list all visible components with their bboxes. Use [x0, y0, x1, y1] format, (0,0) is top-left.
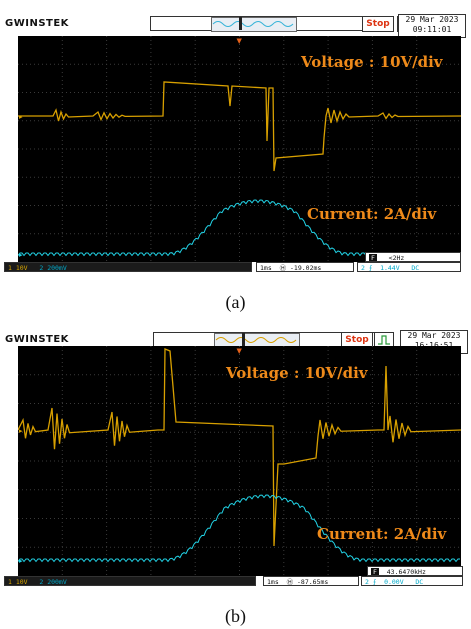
figure-caption: (b)	[225, 606, 246, 626]
ch1-marker: ▸	[19, 427, 23, 435]
current-label: Current: 2A/div	[307, 205, 437, 223]
current-label: Current: 2A/div	[317, 525, 447, 543]
trigger-delay: -87.65ms	[297, 578, 329, 586]
time-text: 09:11:01	[412, 25, 452, 34]
current-trace	[18, 494, 460, 563]
trigger-edge-icon: ⨍	[372, 578, 377, 586]
scope-panel-b: GWINSTEK Stop 29 Mar 2023 16:16:51 ▸▸▼ V…	[0, 320, 471, 629]
f-icon: F	[371, 568, 379, 576]
voltage-trace	[18, 81, 461, 172]
h-icon: Ⓗ	[279, 264, 287, 272]
figure-caption: (a)	[225, 292, 246, 312]
brand-logo: GWINSTEK	[5, 18, 69, 29]
graticule	[18, 36, 461, 262]
trigger-source-badge: 2	[365, 578, 369, 586]
ch1-badge: 1	[8, 578, 12, 586]
waveform-display: ▸ ▸ ▼	[18, 346, 461, 576]
ch1-marker: ▸	[19, 113, 23, 121]
time-text: 16:16:51	[401, 341, 467, 351]
f-icon: F	[369, 254, 377, 262]
memory-wave-icon	[215, 333, 297, 346]
voltage-trace	[18, 348, 461, 547]
date-text: 29 Mar 2023	[407, 331, 461, 340]
trigger-level: 1.44V	[380, 264, 400, 272]
timebase-box[interactable]: 1ms Ⓗ -19.02ms	[256, 262, 354, 272]
ch2-badge: 2	[39, 578, 44, 586]
freq-readout: 43.6470kHz	[386, 568, 426, 576]
ch1-badge: 1	[8, 264, 12, 272]
channel-settings[interactable]: 1 10V 2 200mV	[4, 262, 252, 272]
freq-box[interactable]: F 43.6470kHz	[367, 566, 463, 576]
coupling: DC	[415, 578, 424, 586]
scope-footer: 1 10V 2 200mV 1ms Ⓗ -87.65ms F 43.6470kH…	[0, 566, 471, 600]
memory-wave-icon	[212, 17, 294, 30]
timebase: 1ms	[260, 264, 272, 272]
ch2-scale: 200mV	[47, 264, 67, 272]
trigger-edge-icon: ⨍	[368, 264, 373, 272]
freq-box[interactable]: F <2Hz	[365, 252, 461, 262]
date-time: 29 Mar 2023 09:11:01	[398, 14, 466, 38]
trigger-position-marker: ▼	[237, 347, 243, 355]
voltage-label: Voltage : 10V/div	[301, 53, 443, 71]
ch2-marker: ▸	[19, 557, 23, 565]
trigger-level: 0.00V	[384, 578, 404, 586]
brand-logo: GWINSTEK	[5, 334, 69, 345]
scope-header: GWINSTEK Stop 29 Mar 2023 09:11:01	[0, 14, 471, 38]
channel-settings[interactable]: 1 10V 2 200mV	[4, 576, 256, 586]
scope-footer: 1 10V 2 200mV 1ms Ⓗ -19.02ms F <2Hz 2 ⨍ …	[0, 252, 471, 286]
stop-button[interactable]: Stop	[362, 16, 394, 32]
memory-strip[interactable]	[150, 16, 382, 32]
waveform-plot: ▸ ▸ ▼	[18, 36, 461, 262]
ch2-scale: 200mV	[47, 578, 67, 586]
waveform-plot: ▸ ▸ ▼	[18, 346, 461, 576]
ch2-badge: 2	[39, 264, 44, 272]
scope-panel-a: GWINSTEK Stop 29 Mar 2023 09:11:01 ▸ ▸ ▼ V…	[0, 14, 471, 312]
ch1-scale: 10V	[15, 578, 28, 586]
freq-readout: <2Hz	[388, 254, 405, 262]
trigger-box[interactable]: 2 ⨍ 1.44V DC	[357, 262, 461, 272]
ch1-scale: 10V	[15, 264, 28, 272]
h-icon: Ⓗ	[286, 578, 294, 586]
date-text: 29 Mar 2023	[405, 15, 459, 24]
voltage-label: Voltage : 10V/div	[226, 364, 368, 382]
timebase-box[interactable]: 1ms Ⓗ -87.65ms	[263, 576, 359, 586]
memory-window[interactable]	[211, 17, 297, 32]
trigger-position-marker: ▼	[237, 37, 243, 45]
waveform-display: ▸ ▸ ▼	[18, 36, 461, 262]
trigger-box[interactable]: 2 ⨍ 0.00V DC	[361, 576, 463, 586]
trigger-source-badge: 2	[361, 264, 365, 272]
timebase: 1ms	[267, 578, 279, 586]
trigger-delay: -19.02ms	[290, 264, 322, 272]
coupling: DC	[411, 264, 420, 272]
ch2-marker: ▸	[19, 251, 23, 259]
